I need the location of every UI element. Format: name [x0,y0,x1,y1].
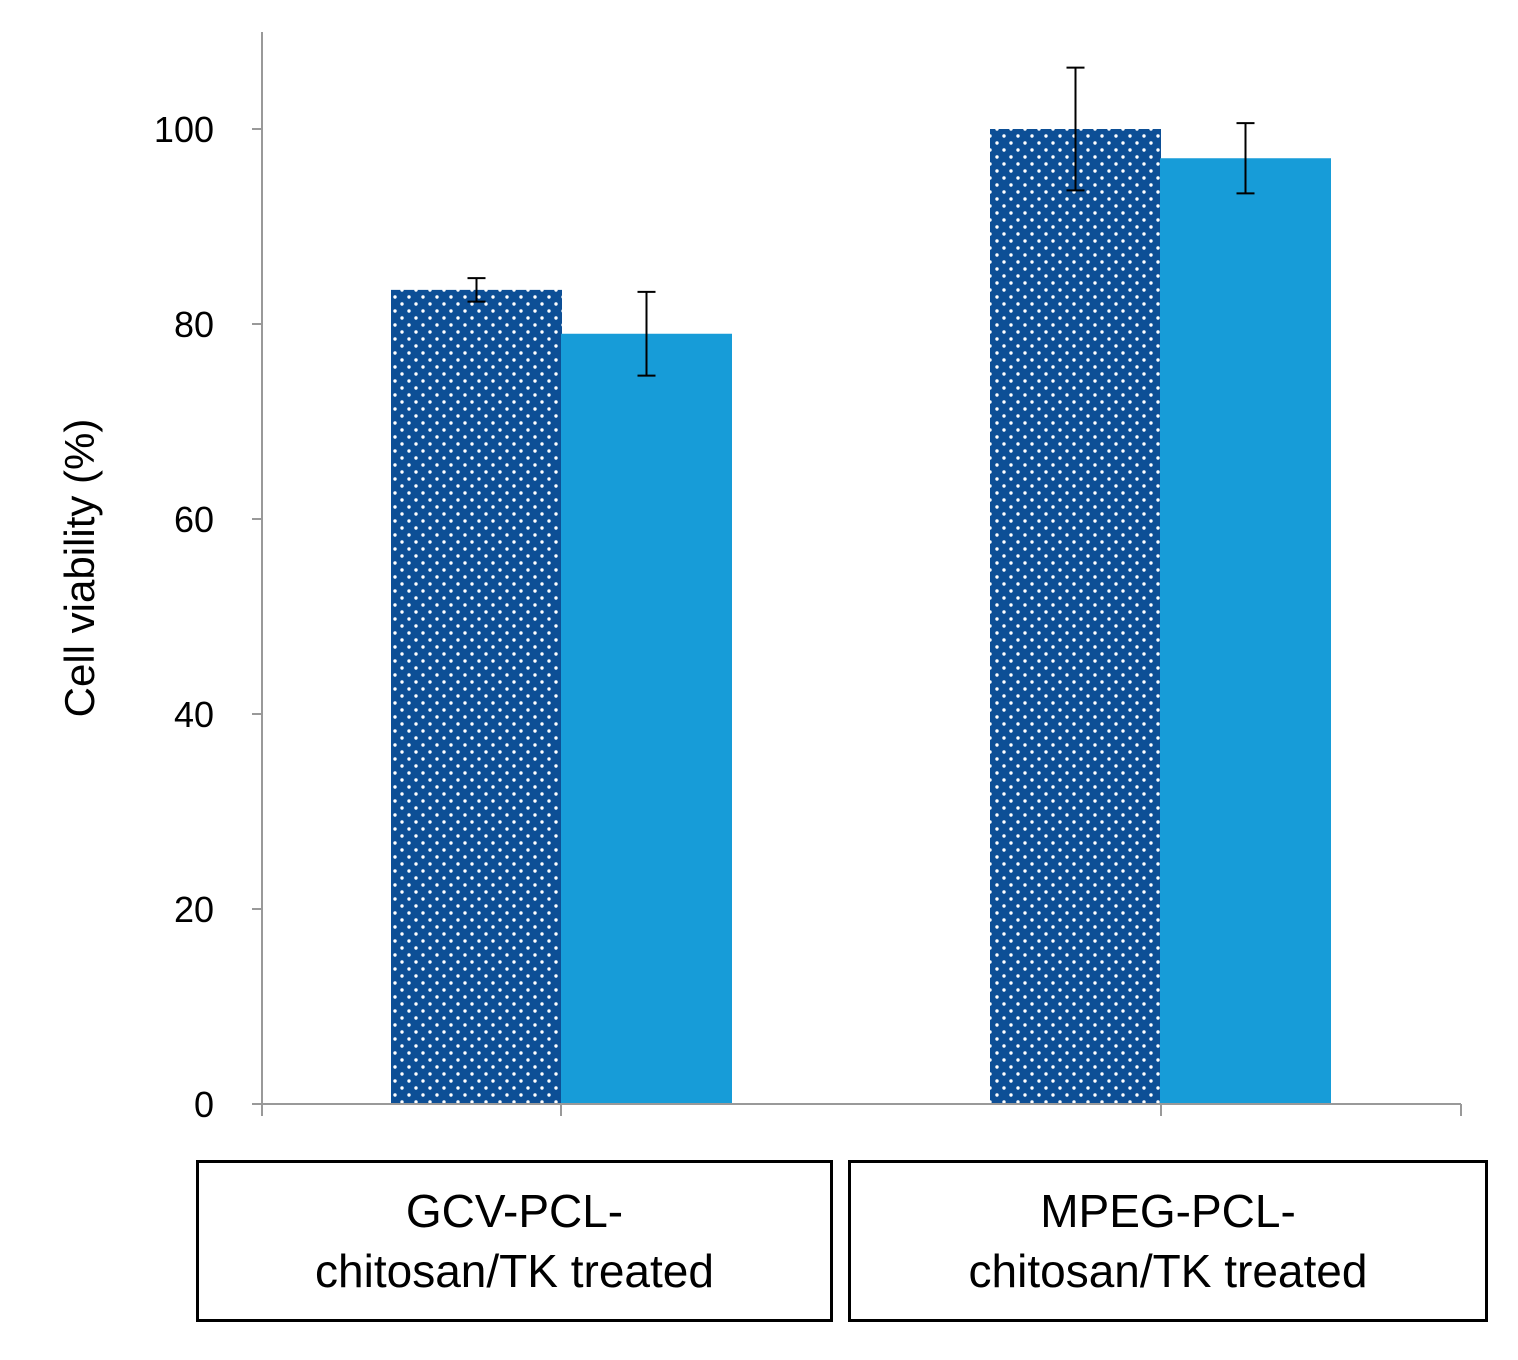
y-tick-label-80: 80 [174,304,214,345]
y-tick-label-20: 20 [174,889,214,930]
y-tick-label-40: 40 [174,694,214,735]
category-label-gcv-line2: chitosan/TK treated [315,1245,714,1297]
error-bar-series1-cat1 [467,277,486,303]
y-tick-label-60: 60 [174,499,214,540]
error-bar-series2-cat1 [637,290,656,377]
y-axis-ticks: 0 20 40 60 80 100 [154,109,262,1125]
bars-layer [391,129,1331,1104]
bar-series1-cat1 [391,289,562,1104]
bar-series2-cat2 [1160,158,1331,1104]
bar-series2-cat1 [561,333,732,1104]
error-bar-series2-cat2 [1236,122,1255,195]
bar-series1-cat2 [990,129,1161,1104]
y-tick-label-0: 0 [194,1084,214,1125]
error-bar-series1-cat2 [1066,66,1085,192]
category-label-mpeg-line1: MPEG-PCL- [1040,1185,1296,1237]
category-label-mpeg: MPEG-PCL- chitosan/TK treated [848,1160,1488,1322]
category-label-gcv: GCV-PCL- chitosan/TK treated [196,1160,833,1322]
y-axis-title: Cell viability (%) [56,419,103,718]
error-bars-layer [467,66,1255,377]
x-axis-ticks [261,1104,1462,1116]
category-label-mpeg-line2: chitosan/TK treated [968,1245,1368,1297]
y-tick-label-100: 100 [154,109,214,150]
category-label-gcv-line1: GCV-PCL- [405,1185,624,1237]
